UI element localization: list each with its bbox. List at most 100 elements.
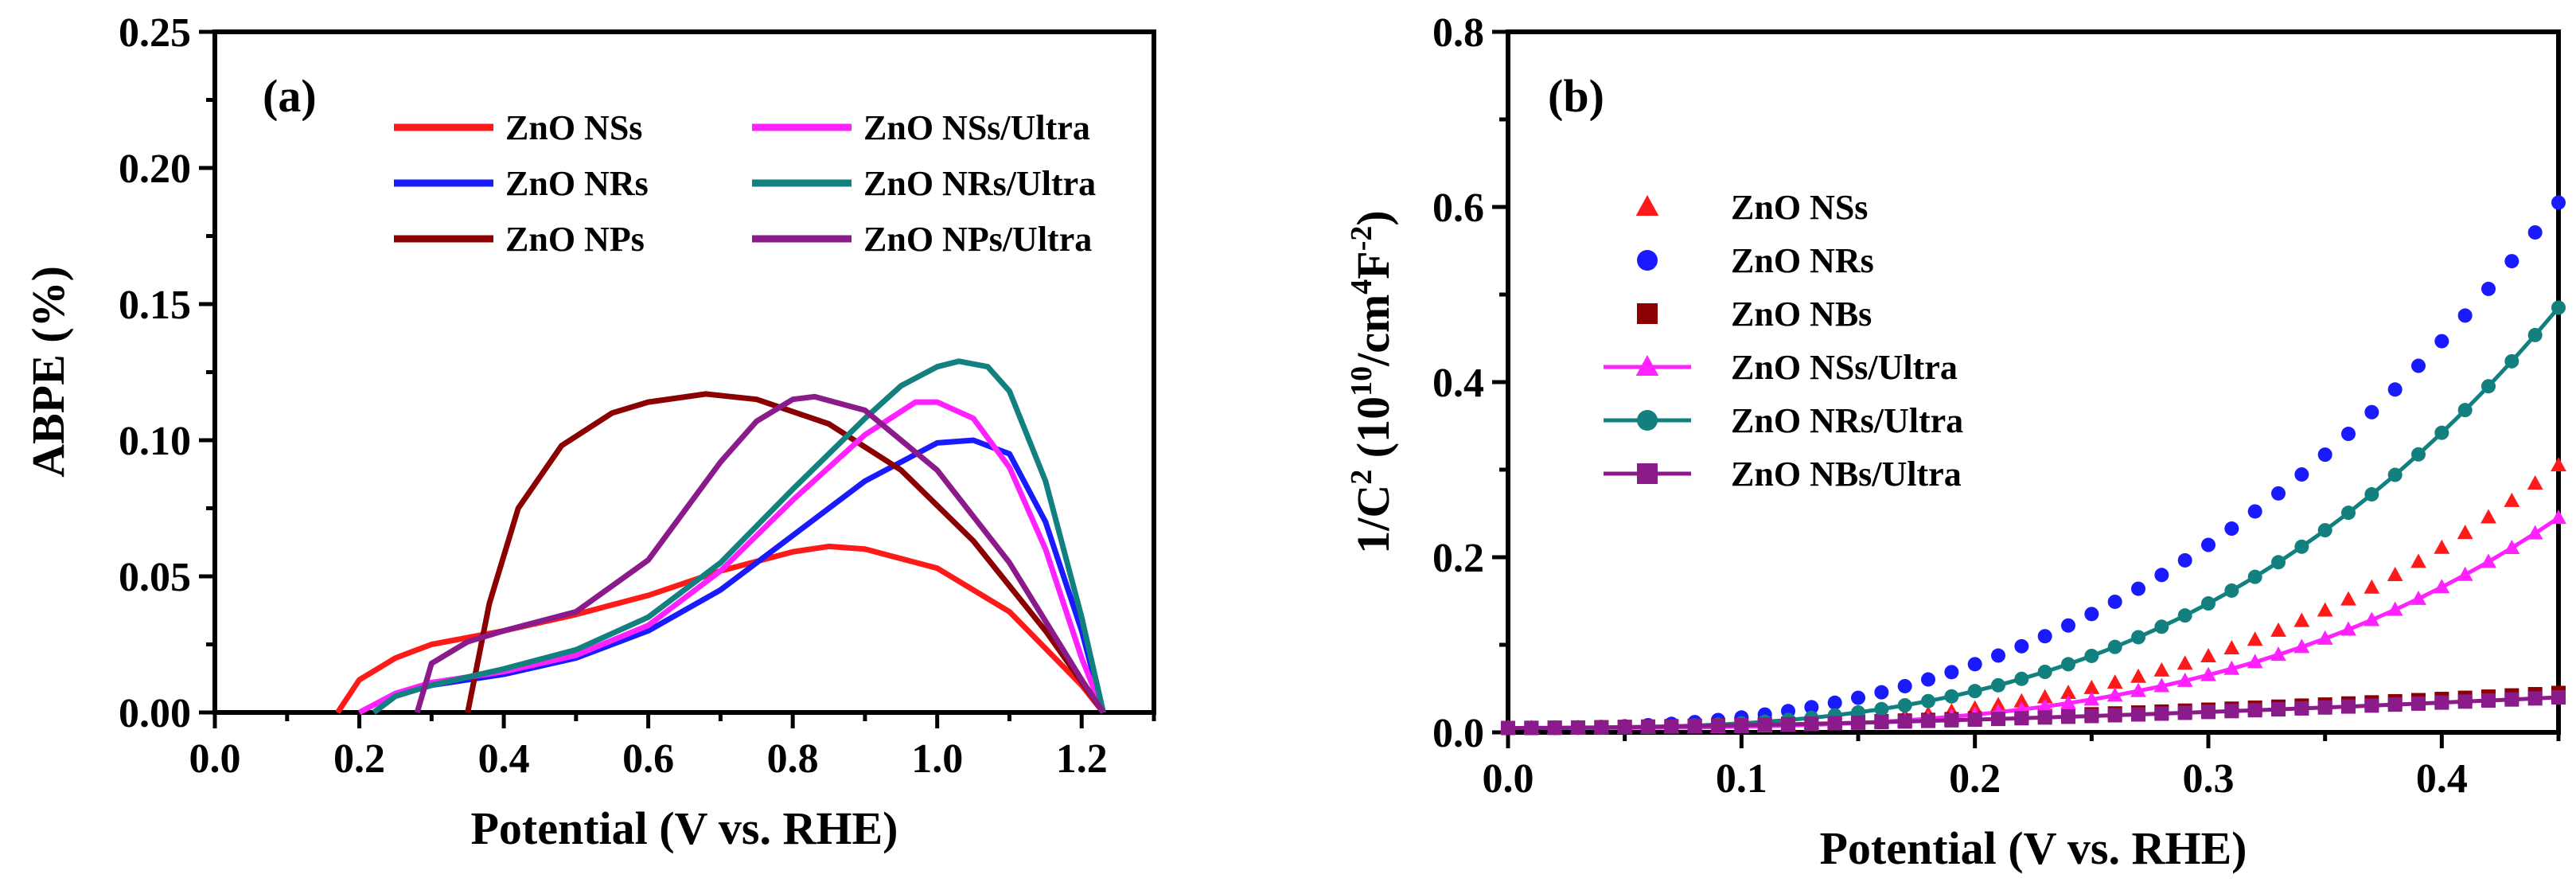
panel-b-data-point [2131, 581, 2145, 596]
panel-a-y-tick-label: 0.25 [119, 10, 191, 56]
panel-b-data-point [2317, 447, 2332, 463]
panel-b-data-point [1827, 695, 1842, 710]
panel-b-x-tick-label: 0.0 [1483, 756, 1534, 802]
panel-b-data-point [2504, 254, 2519, 269]
panel-b-data-point [2481, 553, 2496, 568]
panel-b-data-point [1594, 720, 1609, 735]
panel-b-data-point [2527, 327, 2543, 342]
panel-b-data-point [2271, 555, 2286, 570]
panel-b-data-point [2457, 694, 2473, 709]
panel-b-plot-area [1506, 29, 2561, 735]
panel-b-legend-label: ZnO NRs [1731, 241, 1874, 280]
panel-b-data-point [2551, 457, 2566, 472]
panel-b-data-point [2317, 602, 2333, 617]
panel-b-data-point [2317, 630, 2333, 645]
panel-b-y-tick-label: 0.8 [1432, 10, 1484, 56]
panel-a-y-tick-label: 0.10 [119, 419, 191, 464]
panel-b-data-point [2247, 569, 2262, 584]
panel-b-data-point [1757, 717, 1772, 732]
panel-a-tick-labels: 0.0 0.2 0.4 0.6 0.8 1.0 1.2 0.00 0.05 0.10 0.15 0.2… [119, 10, 1108, 782]
panel-b-data-point [2223, 660, 2240, 675]
panel-b-data-point [1641, 719, 1655, 734]
panel-b-data-point [2014, 711, 2029, 726]
panel-b-data-point [2434, 334, 2449, 349]
panel-b-data-point [2387, 697, 2403, 712]
panel-b-data-point [2061, 657, 2075, 672]
panel-b-data-point [2527, 691, 2543, 706]
panel-b-data-point [1991, 648, 2005, 663]
panel-a-y-tick-label: 0.15 [119, 283, 191, 328]
panel-b-data-point [2387, 467, 2403, 482]
panel-b-data-point [2247, 631, 2263, 646]
panel-a-legend-label: ZnO NPs [505, 220, 645, 259]
panel-b-data-point [1921, 672, 1935, 687]
panel-b-data-point [2061, 709, 2075, 724]
panel-b-data-point [2247, 504, 2262, 519]
panel-b-data-point [2154, 706, 2169, 721]
panel-a-x-tick-label: 1.0 [911, 736, 963, 782]
panel-b-data-point [2481, 281, 2496, 296]
panel-b-data-point [1711, 718, 1725, 733]
panel-b-data-point [2457, 403, 2473, 418]
panel-b-data-point [2037, 665, 2052, 680]
panel-b-legend-label: ZnO NRs/Ultra [1731, 401, 1963, 440]
panel-b-legend-marker [1637, 463, 1658, 484]
panel-b-data-point [2130, 668, 2146, 683]
panel-b-data-point [1664, 719, 1679, 734]
panel-b-data-point [2434, 425, 2449, 440]
panel-b-data-point [2154, 619, 2169, 634]
panel-a-legend: ZnO NSs ZnO NRs ZnO NPs ZnO NSs/Ultra ZnO NR… [394, 108, 1096, 259]
panel-b-data-point [2551, 300, 2566, 315]
panel-a-series-line [465, 391, 1106, 715]
panel-b-data-point [2457, 566, 2473, 581]
panel-b-data-point [2551, 690, 2566, 705]
panel-b-chart: 0.0 0.1 0.2 0.3 0.4 0.0 0.2 0.4 0.6 0.8 (b) ZnO N… [1345, 10, 2566, 874]
panel-b-x-axis-title: Potential (V vs. RHE) [1819, 822, 2247, 874]
panel-a-series-line [414, 393, 1106, 714]
panel-b-legend-marker [1637, 250, 1658, 271]
panel-b-data-point [1781, 716, 1795, 732]
panel-b-data-point [1804, 700, 1819, 715]
panel-b-data-point [2177, 608, 2192, 623]
panel-b-data-point [1851, 690, 1865, 705]
panel-b-ticks [1492, 29, 2561, 748]
panel-a-x-tick-label: 0.2 [333, 736, 385, 782]
panel-b-data-point [2060, 685, 2076, 700]
panel-b-data-point [1874, 715, 1889, 730]
panel-b-data-point [2504, 492, 2520, 507]
panel-b-data-point [2457, 308, 2473, 323]
panel-a-series-line [372, 358, 1106, 715]
panel-b-data-point [2084, 607, 2099, 622]
panel-a-y-tick-label: 0.00 [119, 691, 191, 736]
panel-b-data-point [2270, 646, 2286, 662]
panel-b-data-point [2200, 666, 2216, 681]
panel-b-x-tick-label: 0.1 [1716, 756, 1767, 802]
panel-b-data-point [2340, 591, 2356, 606]
panel-b-data-point [2060, 695, 2076, 710]
panel-b-data-point [2083, 679, 2100, 694]
panel-b-data-point [2293, 638, 2310, 654]
panel-b-data-point [1687, 719, 1702, 734]
panel-b-data-point [2317, 700, 2332, 715]
panel-a-legend-label: ZnO NRs/Ultra [863, 164, 1096, 203]
panel-b-data-point [2387, 601, 2403, 616]
panel-b-data-point [2270, 622, 2286, 637]
panel-b-x-tick-label: 0.4 [2416, 756, 2468, 802]
panel-b-data-point [2504, 539, 2520, 554]
panel-b-data-point [2364, 698, 2379, 713]
panel-b-data-point [2434, 579, 2450, 594]
panel-a-ticks [199, 29, 1156, 728]
panel-b-data-point [2130, 682, 2146, 697]
panel-b-data-point [1804, 716, 1819, 732]
panel-b-data-point [2411, 696, 2426, 711]
panel-b-data-point [2177, 672, 2193, 687]
panel-b-data-point [2504, 692, 2519, 707]
panel-b-data-point [2410, 553, 2426, 568]
panel-b-tick-labels: 0.0 0.1 0.2 0.3 0.4 0.0 0.2 0.4 0.6 0.8 [1432, 10, 2468, 802]
panel-b-data-point [2411, 447, 2426, 462]
panel-b-data-point [2364, 611, 2380, 626]
panel-b-data-point [1921, 693, 1935, 708]
panel-b-data-point [2106, 674, 2123, 689]
panel-b-x-tick-label: 0.2 [1949, 756, 2001, 802]
